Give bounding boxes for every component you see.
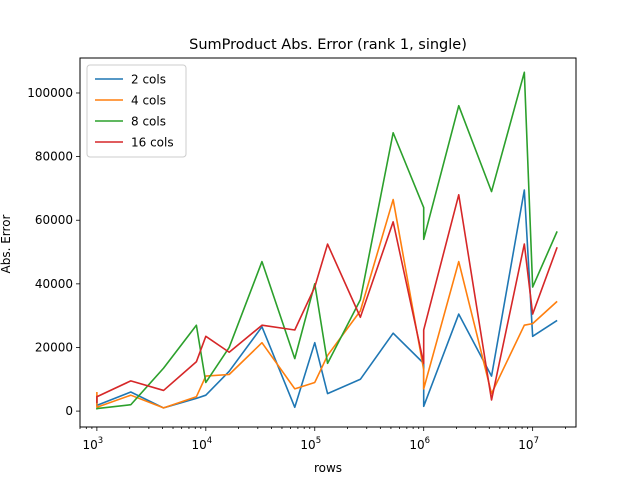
x-tick-label: 103 <box>83 436 104 452</box>
x-tick-label: 104 <box>191 436 212 452</box>
axes-layer: 103 104 105 106 107 0 20000 40000 60000 80000 1000… <box>27 57 577 452</box>
y-axis-label: Abs. Error <box>0 214 13 273</box>
y-tick-label: 60000 <box>35 213 73 227</box>
series-layer <box>96 71 558 410</box>
legend-box <box>86 64 187 158</box>
legend: 2 cols 4 cols 8 cols 16 cols <box>86 64 187 158</box>
y-tick-label: 20000 <box>35 340 73 354</box>
series-line-3 <box>96 71 558 410</box>
y-tick-label: 80000 <box>35 150 73 164</box>
chart-title: SumProduct Abs. Error (rank 1, single) <box>189 37 467 53</box>
legend-label-3: 8 cols <box>131 115 166 129</box>
legend-label-4: 16 cols <box>131 136 174 150</box>
legend-label-1: 2 cols <box>131 73 166 87</box>
x-tick-label: 105 <box>300 436 321 452</box>
plot-frame <box>79 57 577 428</box>
y-tick-label: 0 <box>65 404 73 418</box>
series-line-2 <box>96 198 558 409</box>
x-tick-label: 107 <box>518 436 539 452</box>
x-tick-label: 106 <box>409 436 430 452</box>
legend-label-2: 4 cols <box>131 94 166 108</box>
y-tick-label: 40000 <box>35 277 73 291</box>
x-axis-label: rows <box>314 461 342 475</box>
series-line-4 <box>96 193 558 404</box>
y-tick-label: 100000 <box>27 86 73 100</box>
